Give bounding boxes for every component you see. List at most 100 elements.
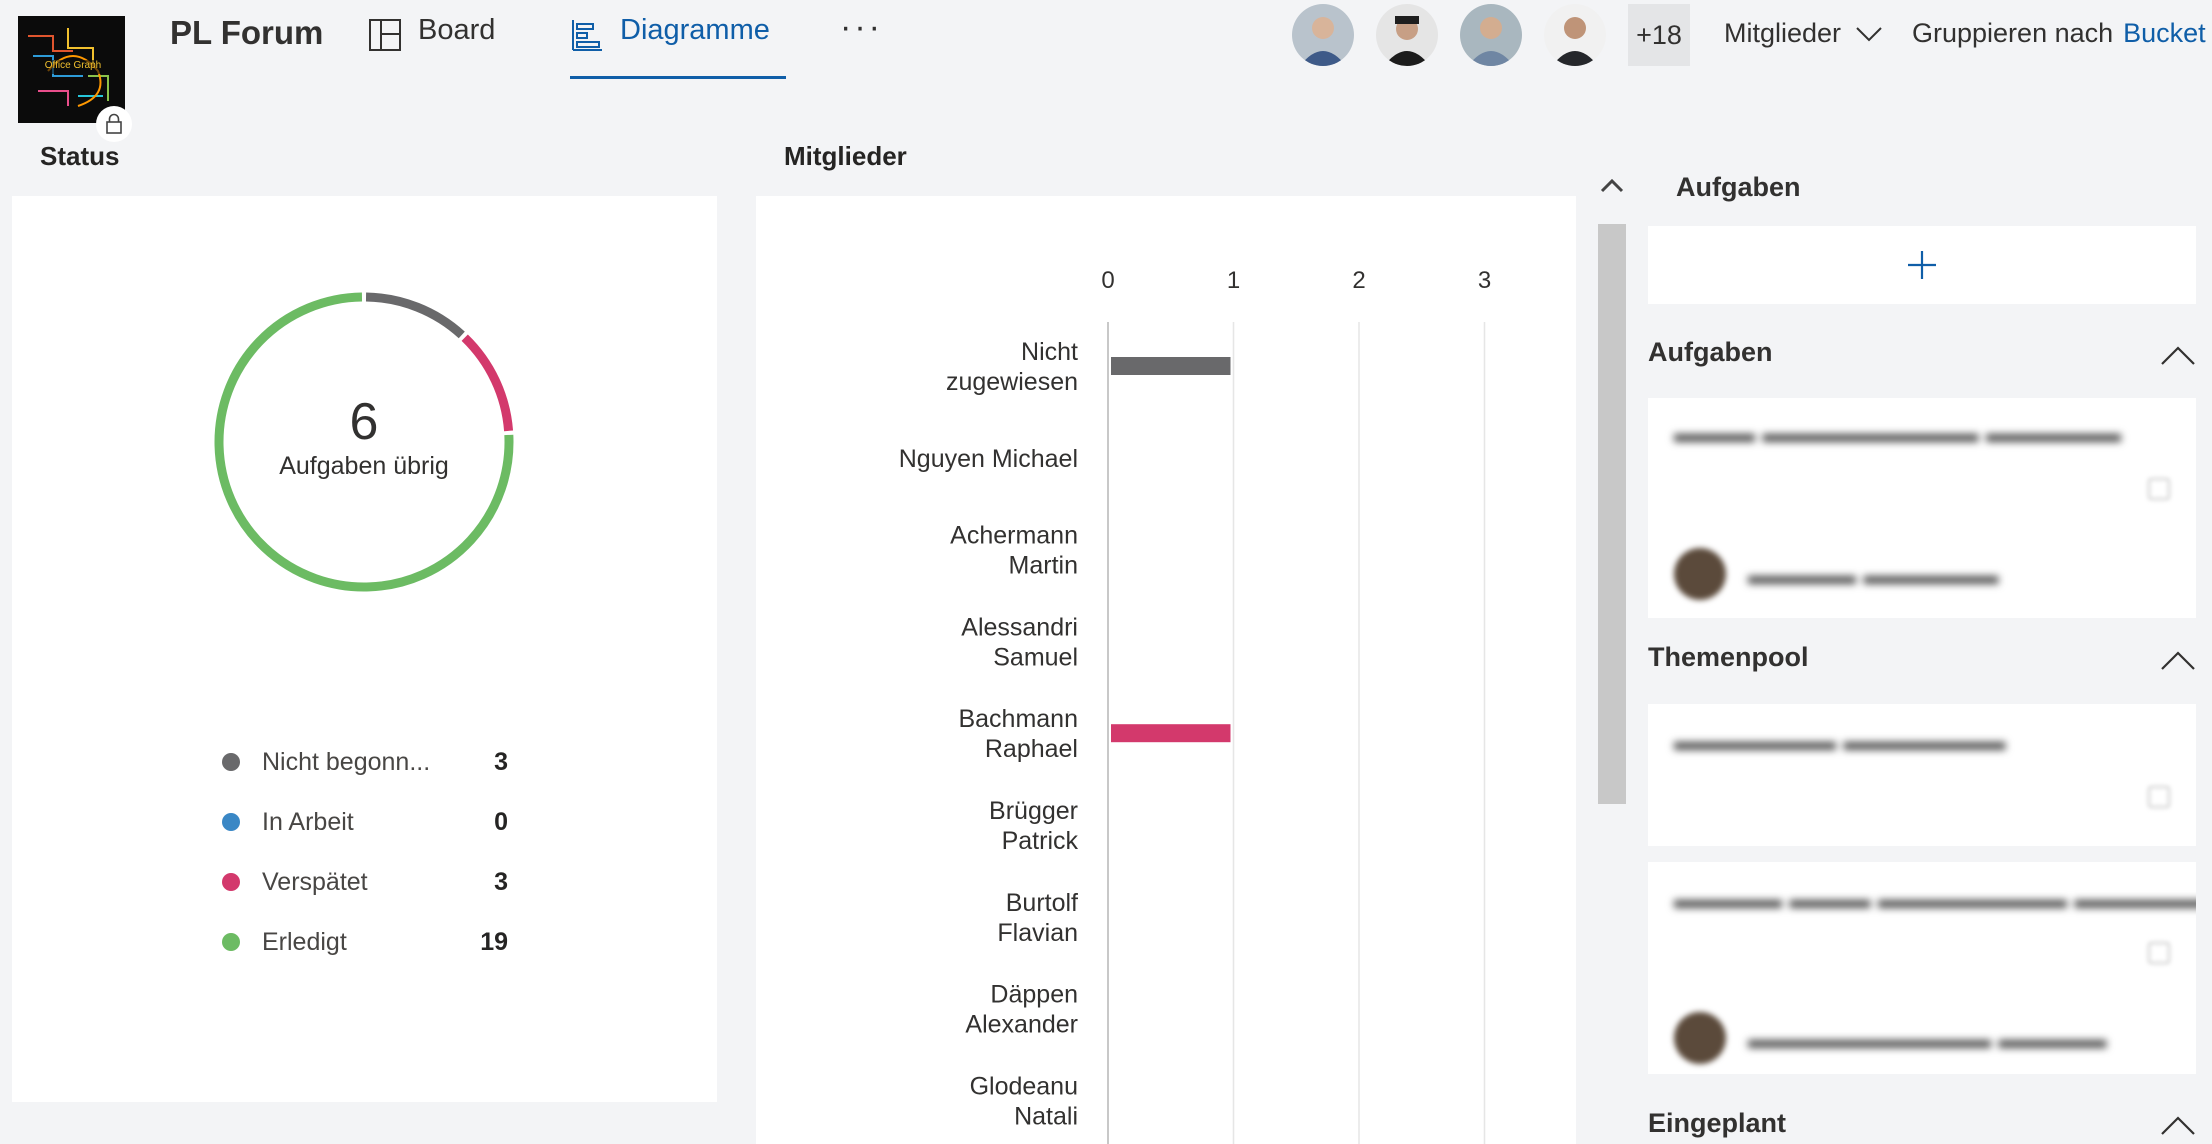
category-label: Raphael — [985, 735, 1078, 763]
category-label: Natali — [1014, 1102, 1078, 1130]
bar[interactable] — [1111, 357, 1231, 375]
bar[interactable] — [1111, 724, 1231, 743]
tab-diagramme[interactable]: Diagramme — [570, 14, 786, 79]
plan-title[interactable]: PL Forum — [170, 14, 324, 51]
legend-count: 3 — [494, 867, 508, 896]
members-card — [756, 144, 1576, 1144]
group-title-aufgaben: Aufgaben — [1648, 337, 1773, 367]
add-icon — [1908, 251, 1936, 279]
assignee-avatar — [1674, 548, 1726, 600]
category-label: Glodeanu — [970, 1072, 1078, 1100]
scrollbar-thumb[interactable] — [1598, 224, 1626, 804]
assignee-name-blurred: ▬▬▬▬▬▬▬▬▬ ▬▬▬▬ — [1748, 1024, 2107, 1054]
charts-icon — [572, 20, 602, 51]
category-label: Achermann — [950, 522, 1078, 550]
lock-badge — [96, 106, 132, 142]
x-tick-label: 3 — [1478, 267, 1491, 294]
logo-text: Office Graph — [44, 60, 102, 71]
member-avatar[interactable] — [1460, 4, 1522, 66]
legend-count: 3 — [494, 747, 508, 776]
chevron-up-icon[interactable] — [2160, 1114, 2196, 1136]
scroll-up-arrow-icon[interactable] — [1596, 170, 1628, 202]
task-title-blurred: ▬▬▬▬▬▬ ▬▬▬▬▬▬ — [1674, 726, 2006, 756]
more-members-badge[interactable]: +18 — [1628, 4, 1690, 66]
top-bar — [0, 0, 2212, 78]
x-tick-label: 1 — [1227, 267, 1240, 294]
status-dot-icon — [222, 933, 240, 951]
group-by-dropdown[interactable]: Gruppieren nach Bucket — [1912, 18, 2212, 49]
more-options-button[interactable]: ··· — [840, 8, 883, 46]
members-title: Mitglieder — [784, 141, 907, 171]
person-photo-icon — [1376, 4, 1438, 66]
assignee-avatar — [1674, 1012, 1726, 1064]
checkbox-icon — [2148, 478, 2170, 500]
legend-count: 19 — [480, 927, 508, 956]
legend-count: 0 — [494, 807, 508, 836]
legend-item-in-progress[interactable]: In Arbeit 0 — [222, 802, 508, 842]
tab-board[interactable]: Board — [368, 14, 495, 76]
legend-item-done[interactable]: Erledigt 19 — [222, 922, 508, 962]
lock-icon — [106, 113, 122, 134]
task-card[interactable]: ▬▬▬▬▬▬ ▬▬▬▬▬▬ — [1648, 704, 2196, 846]
remaining-count: 6 — [349, 393, 379, 451]
category-label: Burtolf — [1006, 889, 1078, 917]
category-label: zugewiesen — [946, 368, 1078, 396]
members-card-header — [756, 144, 1576, 196]
group-by-label: Gruppieren nach — [1912, 18, 2114, 48]
member-avatar[interactable] — [1292, 4, 1354, 66]
donut-segment[interactable] — [461, 334, 514, 432]
tasks-panel-header — [1648, 144, 2196, 226]
x-tick-label: 2 — [1352, 267, 1365, 294]
category-label: Nicht — [1021, 338, 1078, 366]
tab-board-label: Board — [418, 14, 496, 46]
category-label: Brügger — [989, 797, 1078, 825]
task-title-blurred: ▬▬▬ ▬▬▬▬▬▬▬▬ ▬▬▬▬▬ — [1674, 418, 2122, 448]
group-by-value: Bucket — [2123, 18, 2206, 48]
legend-item-late[interactable]: Verspätet 3 — [222, 862, 508, 902]
task-card[interactable]: ▬▬▬▬ ▬▬▬ ▬▬▬▬▬▬▬ ▬▬▬▬▬▬ ▬▬▬▬▬▬▬ ▬▬▬▬▬▬▬▬… — [1648, 862, 2196, 1074]
donut-segment[interactable] — [365, 292, 465, 339]
legend-item-not-started[interactable]: Nicht begonn... 3 — [222, 742, 508, 782]
tasks-panel-title: Aufgaben — [1676, 172, 1801, 202]
legend-label: Nicht begonn... — [262, 747, 431, 776]
members-filter-label: Mitglieder — [1724, 18, 1842, 48]
members-filter-dropdown[interactable]: Mitglieder — [1724, 18, 1883, 49]
person-photo-icon — [1292, 4, 1354, 66]
category-label: Samuel — [993, 643, 1078, 671]
checkbox-icon — [2148, 786, 2170, 808]
legend-label: In Arbeit — [262, 807, 354, 836]
plan-logo[interactable]: Office Graph — [18, 16, 125, 123]
checkbox-icon — [2148, 942, 2170, 964]
logo-graphic — [18, 16, 125, 123]
status-dot-icon — [222, 813, 240, 831]
group-title-themenpool: Themenpool — [1648, 642, 1809, 672]
status-donut-chart[interactable] — [212, 290, 516, 594]
task-title-blurred: ▬▬▬▬ ▬▬▬ ▬▬▬▬▬▬▬ ▬▬▬▬▬▬ ▬▬▬▬▬▬▬ — [1674, 884, 2196, 914]
tab-diagramme-label: Diagramme — [620, 14, 770, 46]
category-label: Martin — [1009, 552, 1078, 580]
add-task-button[interactable] — [1648, 226, 2196, 304]
category-label: Bachmann — [958, 705, 1078, 733]
donut-segment[interactable] — [214, 292, 514, 592]
category-label: Alessandri — [961, 613, 1078, 641]
category-label: Flavian — [997, 919, 1078, 947]
legend-label: Verspätet — [262, 867, 368, 896]
chevron-up-icon[interactable] — [2160, 649, 2196, 671]
category-label: Däppen — [990, 981, 1078, 1009]
legend-label: Erledigt — [262, 927, 347, 956]
board-icon — [369, 19, 401, 51]
category-label: Nguyen Michael — [899, 445, 1078, 473]
status-title: Status — [40, 141, 120, 171]
member-avatar[interactable] — [1376, 4, 1438, 66]
status-card-header — [12, 144, 717, 196]
chevron-up-icon[interactable] — [2160, 344, 2196, 366]
person-photo-icon — [1544, 4, 1606, 66]
member-avatar[interactable] — [1544, 4, 1606, 66]
person-photo-icon — [1460, 4, 1522, 66]
group-title-eingeplant: Eingeplant — [1648, 1108, 1787, 1138]
status-card — [12, 144, 717, 1102]
x-tick-label: 0 — [1101, 267, 1114, 294]
assignee-name-blurred: ▬▬▬▬ ▬▬▬▬▬ — [1748, 560, 1999, 590]
task-card[interactable]: ▬▬▬ ▬▬▬▬▬▬▬▬ ▬▬▬▬▬ ▬▬▬▬ ▬▬▬▬▬ — [1648, 398, 2196, 618]
